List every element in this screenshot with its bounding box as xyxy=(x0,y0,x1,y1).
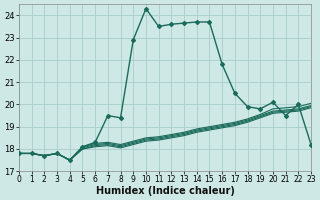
X-axis label: Humidex (Indice chaleur): Humidex (Indice chaleur) xyxy=(96,186,235,196)
